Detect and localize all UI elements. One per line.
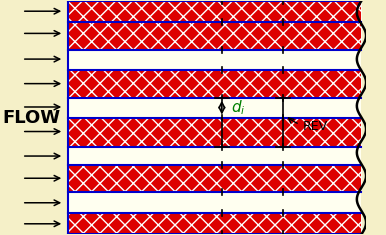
Text: REV: REV	[289, 118, 328, 133]
Bar	[68, 165, 361, 192]
Bar	[68, 50, 361, 70]
Text: $d_{i}$: $d_{i}$	[232, 98, 246, 117]
Bar	[68, 213, 361, 234]
Text: FLOW: FLOW	[3, 109, 61, 126]
Bar	[68, 118, 361, 147]
Bar	[366, 1, 386, 234]
Bar	[68, 192, 361, 213]
Bar	[68, 147, 361, 165]
Bar	[68, 165, 361, 192]
Bar	[68, 22, 361, 50]
Bar	[68, 1, 361, 234]
Bar	[68, 98, 361, 118]
Bar	[68, 118, 361, 147]
Bar	[68, 1, 361, 22]
Bar	[68, 70, 361, 98]
Bar	[68, 70, 361, 98]
Bar	[68, 1, 361, 22]
Bar	[68, 213, 361, 234]
Bar	[68, 22, 361, 50]
